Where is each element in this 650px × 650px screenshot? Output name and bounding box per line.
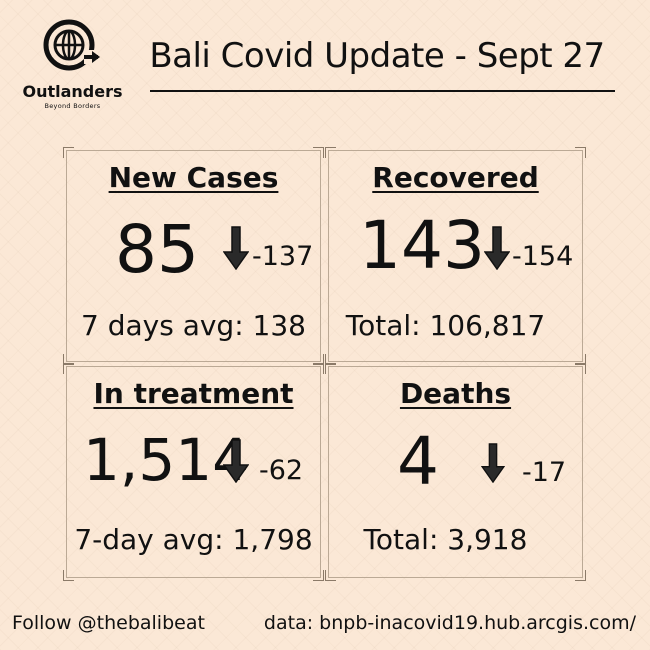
card-value: 4: [397, 423, 439, 500]
card-title: Deaths: [399, 377, 512, 410]
card-footer: 7 days avg: 138: [81, 309, 306, 342]
follow-handle: Follow @thebalibeat: [12, 612, 205, 634]
card-title: Recovered: [372, 161, 539, 194]
card-value: 85: [115, 211, 199, 288]
recovered-card: Recovered 143 -154 Total: 106,817: [325, 147, 586, 365]
card-title: New Cases: [108, 161, 279, 194]
deaths-card: Deaths 4 -17 Total: 3,918: [325, 363, 586, 581]
title-underline: [150, 90, 615, 92]
globe-icon: [43, 19, 100, 71]
brand-logo: Outlanders Beyond Borders: [10, 10, 135, 115]
arrow-down-icon: [223, 226, 249, 270]
new-cases-card: New Cases 85 -137 7 days avg: 138: [63, 147, 324, 365]
data-source: data: bnpb-inacovid19.hub.arcgis.com/: [263, 612, 636, 634]
in-treatment-card: In treatment 1,514 -62 7-day avg: 1,798: [63, 363, 324, 581]
brand-name: Outlanders: [22, 82, 123, 101]
card-value: 1,514: [83, 426, 250, 494]
arrow-down-icon: [484, 226, 510, 270]
card-title: In treatment: [93, 377, 294, 410]
card-footer: Total: 106,817: [345, 309, 546, 342]
card-change: -137: [252, 241, 314, 272]
card-footer: Total: 3,918: [363, 523, 528, 556]
card-value: 143: [359, 207, 485, 284]
arrow-down-icon: [481, 443, 505, 483]
page-title: Bali Covid Update - Sept 27: [149, 36, 605, 76]
brand-tagline: Beyond Borders: [44, 102, 101, 110]
card-change: -17: [522, 457, 567, 488]
card-change: -154: [512, 241, 574, 272]
card-footer: 7-day avg: 1,798: [74, 523, 313, 556]
card-change: -62: [259, 455, 304, 486]
arrow-down-icon: [223, 439, 249, 483]
